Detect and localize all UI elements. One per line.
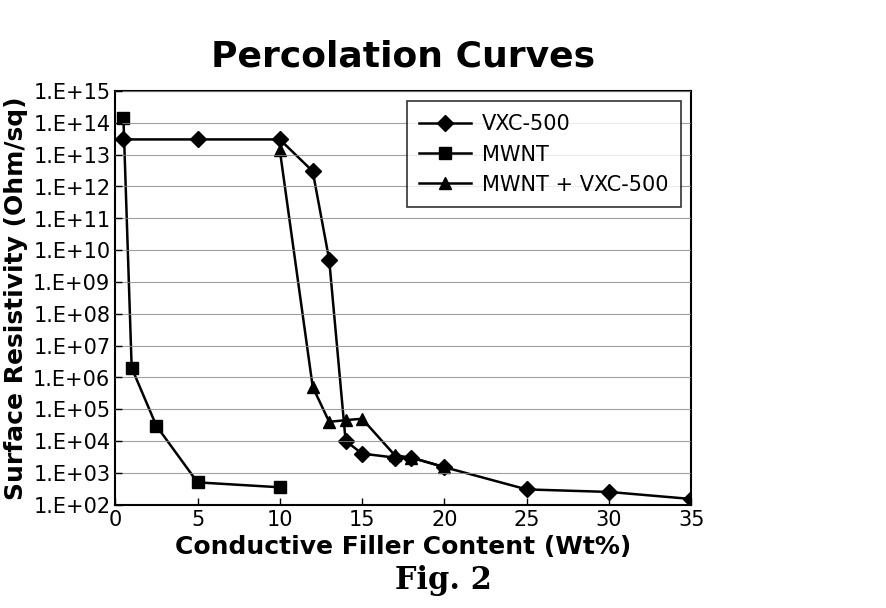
VXC-500	[192, 136, 203, 143]
VXC-500	[439, 463, 449, 471]
VXC-500	[307, 168, 318, 175]
VXC-500	[603, 488, 614, 496]
MWNT + VXC-500	[390, 452, 400, 459]
MWNT + VXC-500	[340, 416, 351, 424]
Title: Percolation Curves: Percolation Curves	[211, 40, 595, 73]
MWNT	[118, 115, 128, 122]
VXC-500	[406, 454, 416, 461]
Y-axis label: Surface Resistivity (Ohm/sq): Surface Resistivity (Ohm/sq)	[4, 96, 27, 500]
VXC-500	[118, 136, 128, 143]
MWNT	[192, 478, 203, 486]
MWNT	[151, 422, 161, 429]
VXC-500	[521, 486, 532, 493]
MWNT + VXC-500	[323, 418, 334, 426]
MWNT + VXC-500	[307, 384, 318, 391]
VXC-500	[686, 496, 696, 503]
X-axis label: Conductive Filler Content (Wt%): Conductive Filler Content (Wt%)	[175, 535, 631, 559]
Line: MWNT: MWNT	[118, 113, 285, 493]
VXC-500	[390, 454, 400, 461]
MWNT + VXC-500	[406, 454, 416, 461]
Line: MWNT + VXC-500: MWNT + VXC-500	[274, 144, 450, 474]
VXC-500	[275, 136, 285, 143]
Text: Fig. 2: Fig. 2	[394, 565, 492, 596]
VXC-500	[323, 256, 334, 263]
VXC-500	[357, 450, 368, 457]
MWNT + VXC-500	[275, 147, 285, 154]
MWNT + VXC-500	[439, 463, 449, 471]
MWNT + VXC-500	[357, 415, 368, 423]
VXC-500	[340, 437, 351, 444]
Line: VXC-500: VXC-500	[118, 134, 696, 505]
Legend: VXC-500, MWNT, MWNT + VXC-500: VXC-500, MWNT, MWNT + VXC-500	[407, 102, 680, 207]
MWNT	[275, 484, 285, 491]
MWNT	[127, 364, 137, 371]
